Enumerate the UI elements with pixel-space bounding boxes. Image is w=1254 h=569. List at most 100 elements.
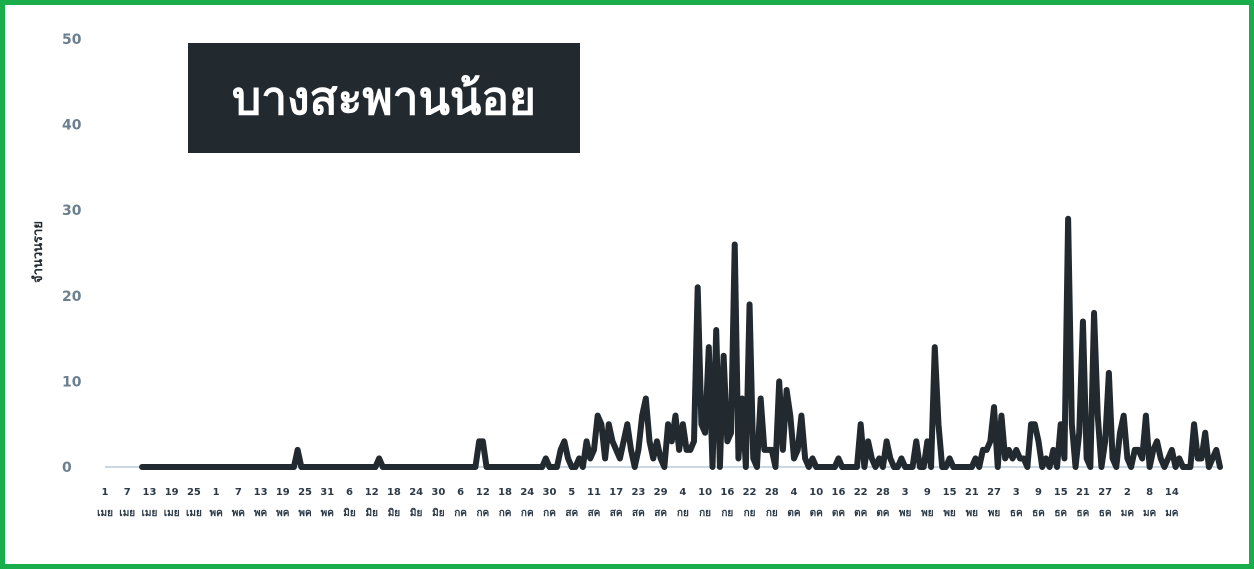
- x-tick-day-label: 10: [698, 487, 712, 498]
- x-tick-day-label: 13: [142, 487, 156, 498]
- x-tick-month-label: มิย: [410, 507, 423, 519]
- x-tick-day-label: 4: [679, 487, 686, 498]
- x-tick-day-label: 25: [298, 487, 312, 498]
- x-tick-month-label: ตค: [876, 508, 889, 519]
- x-tick-month-label: สค: [565, 508, 578, 519]
- series-group: [139, 215, 1223, 470]
- y-axis-label: จำนวนราย: [30, 221, 46, 283]
- x-tick-day-label: 7: [235, 487, 242, 498]
- x-tick-month-label: ตค: [854, 508, 867, 519]
- x-tick-day-label: 27: [1098, 487, 1112, 498]
- x-tick-day-label: 23: [631, 487, 645, 498]
- x-tick-month-label: พย: [943, 508, 956, 519]
- y-tick-label: 40: [62, 118, 82, 134]
- x-tick-day-label: 6: [457, 487, 464, 498]
- x-tick-month-label: กค: [454, 508, 467, 519]
- x-tick-day-label: 1: [102, 487, 109, 498]
- x-tick-month-label: พค: [209, 508, 223, 519]
- x-tick-day-label: 29: [654, 487, 668, 498]
- x-tick-month-label: กย: [699, 508, 711, 519]
- x-tick-month-label: พค: [232, 508, 246, 519]
- x-tick-day-label: 15: [1054, 487, 1068, 498]
- x-tick-month-label: พย: [966, 508, 979, 519]
- x-tick-month-label: ตค: [832, 508, 845, 519]
- x-tick-day-label: 3: [1013, 487, 1020, 498]
- x-tick-month-label: พค: [254, 508, 268, 519]
- x-tick-day-label: 4: [791, 487, 798, 498]
- chart-title-box: บางสะพานน้อย: [188, 43, 580, 153]
- x-tick-day-label: 14: [1165, 487, 1179, 498]
- x-tick-month-label: มิย: [365, 507, 378, 519]
- x-tick-month-label: กย: [766, 508, 778, 519]
- x-tick-month-label: ธค: [1054, 508, 1067, 519]
- x-tick-month-label: มค: [1165, 508, 1179, 519]
- x-tick-day-label: 28: [876, 487, 890, 498]
- x-tick-month-label: พย: [921, 508, 934, 519]
- x-tick-month-label: เมย: [119, 508, 135, 519]
- x-tick-month-label: กค: [499, 508, 512, 519]
- x-tick-month-label: กค: [521, 508, 534, 519]
- x-tick-day-label: 16: [831, 487, 845, 498]
- x-tick-day-label: 19: [276, 487, 290, 498]
- y-tick-label: 30: [62, 203, 82, 219]
- x-tick-day-label: 10: [809, 487, 823, 498]
- x-tick-day-label: 25: [187, 487, 201, 498]
- x-tick-day-label: 22: [743, 487, 757, 498]
- chart-title: บางสะพานน้อย: [232, 70, 536, 125]
- x-tick-month-label: ตค: [810, 508, 823, 519]
- x-tick-month-label: กค: [543, 508, 556, 519]
- x-tick-day-label: 30: [543, 487, 557, 498]
- x-tick-day-label: 12: [476, 487, 490, 498]
- y-tick-label: 0: [62, 460, 72, 476]
- x-tick-month-label: พย: [988, 508, 1001, 519]
- x-tick-day-label: 21: [1076, 487, 1090, 498]
- x-tick-month-label: พค: [276, 508, 290, 519]
- x-tick-month-label: ธค: [1099, 508, 1112, 519]
- x-tick-month-label: ตค: [787, 508, 800, 519]
- y-tick-label: 10: [62, 374, 82, 390]
- x-tick-day-label: 18: [498, 487, 512, 498]
- x-tick-day-label: 27: [987, 487, 1001, 498]
- x-tick-day-label: 9: [924, 487, 931, 498]
- x-tick-day-label: 13: [254, 487, 268, 498]
- x-tick-month-label: มค: [1143, 508, 1157, 519]
- x-tick-month-label: กย: [677, 508, 689, 519]
- y-axis: 0 10 20 30 40 50: [62, 32, 82, 476]
- x-tick-month-label: มิย: [432, 507, 445, 519]
- x-tick-day-label: 30: [431, 487, 445, 498]
- x-tick-month-label: มค: [1121, 508, 1135, 519]
- x-axis: 1เมย7เมย13เมย19เมย25เมย1พค7พค13พค19พค25พ…: [97, 487, 1179, 519]
- x-tick-month-label: มิย: [343, 507, 356, 519]
- x-tick-month-label: เมย: [97, 508, 113, 519]
- x-tick-month-label: สค: [632, 508, 645, 519]
- x-tick-month-label: ธค: [1077, 508, 1090, 519]
- x-tick-month-label: สค: [654, 508, 667, 519]
- x-tick-month-label: เมย: [142, 508, 158, 519]
- x-tick-day-label: 1: [213, 487, 220, 498]
- x-tick-day-label: 6: [346, 487, 353, 498]
- x-tick-month-label: กค: [476, 508, 489, 519]
- x-tick-month-label: กย: [721, 508, 733, 519]
- y-tick-label: 20: [62, 289, 82, 305]
- x-tick-month-label: พค: [321, 508, 335, 519]
- x-tick-day-label: 16: [720, 487, 734, 498]
- x-tick-day-label: 3: [902, 487, 909, 498]
- x-tick-day-label: 31: [320, 487, 334, 498]
- x-tick-day-label: 12: [365, 487, 379, 498]
- x-tick-month-label: สค: [610, 508, 623, 519]
- x-tick-day-label: 2: [1124, 487, 1131, 498]
- x-tick-day-label: 28: [765, 487, 779, 498]
- x-tick-day-label: 24: [520, 487, 534, 498]
- x-tick-day-label: 11: [587, 487, 601, 498]
- x-tick-month-label: ธค: [1010, 508, 1023, 519]
- x-tick-day-label: 24: [409, 487, 423, 498]
- y-tick-label: 50: [62, 32, 82, 48]
- x-tick-month-label: มิย: [388, 507, 401, 519]
- x-tick-day-label: 15: [943, 487, 957, 498]
- x-tick-day-label: 22: [854, 487, 868, 498]
- x-tick-month-label: เมย: [164, 508, 180, 519]
- x-tick-day-label: 9: [1035, 487, 1042, 498]
- x-tick-month-label: สค: [588, 508, 601, 519]
- x-tick-day-label: 18: [387, 487, 401, 498]
